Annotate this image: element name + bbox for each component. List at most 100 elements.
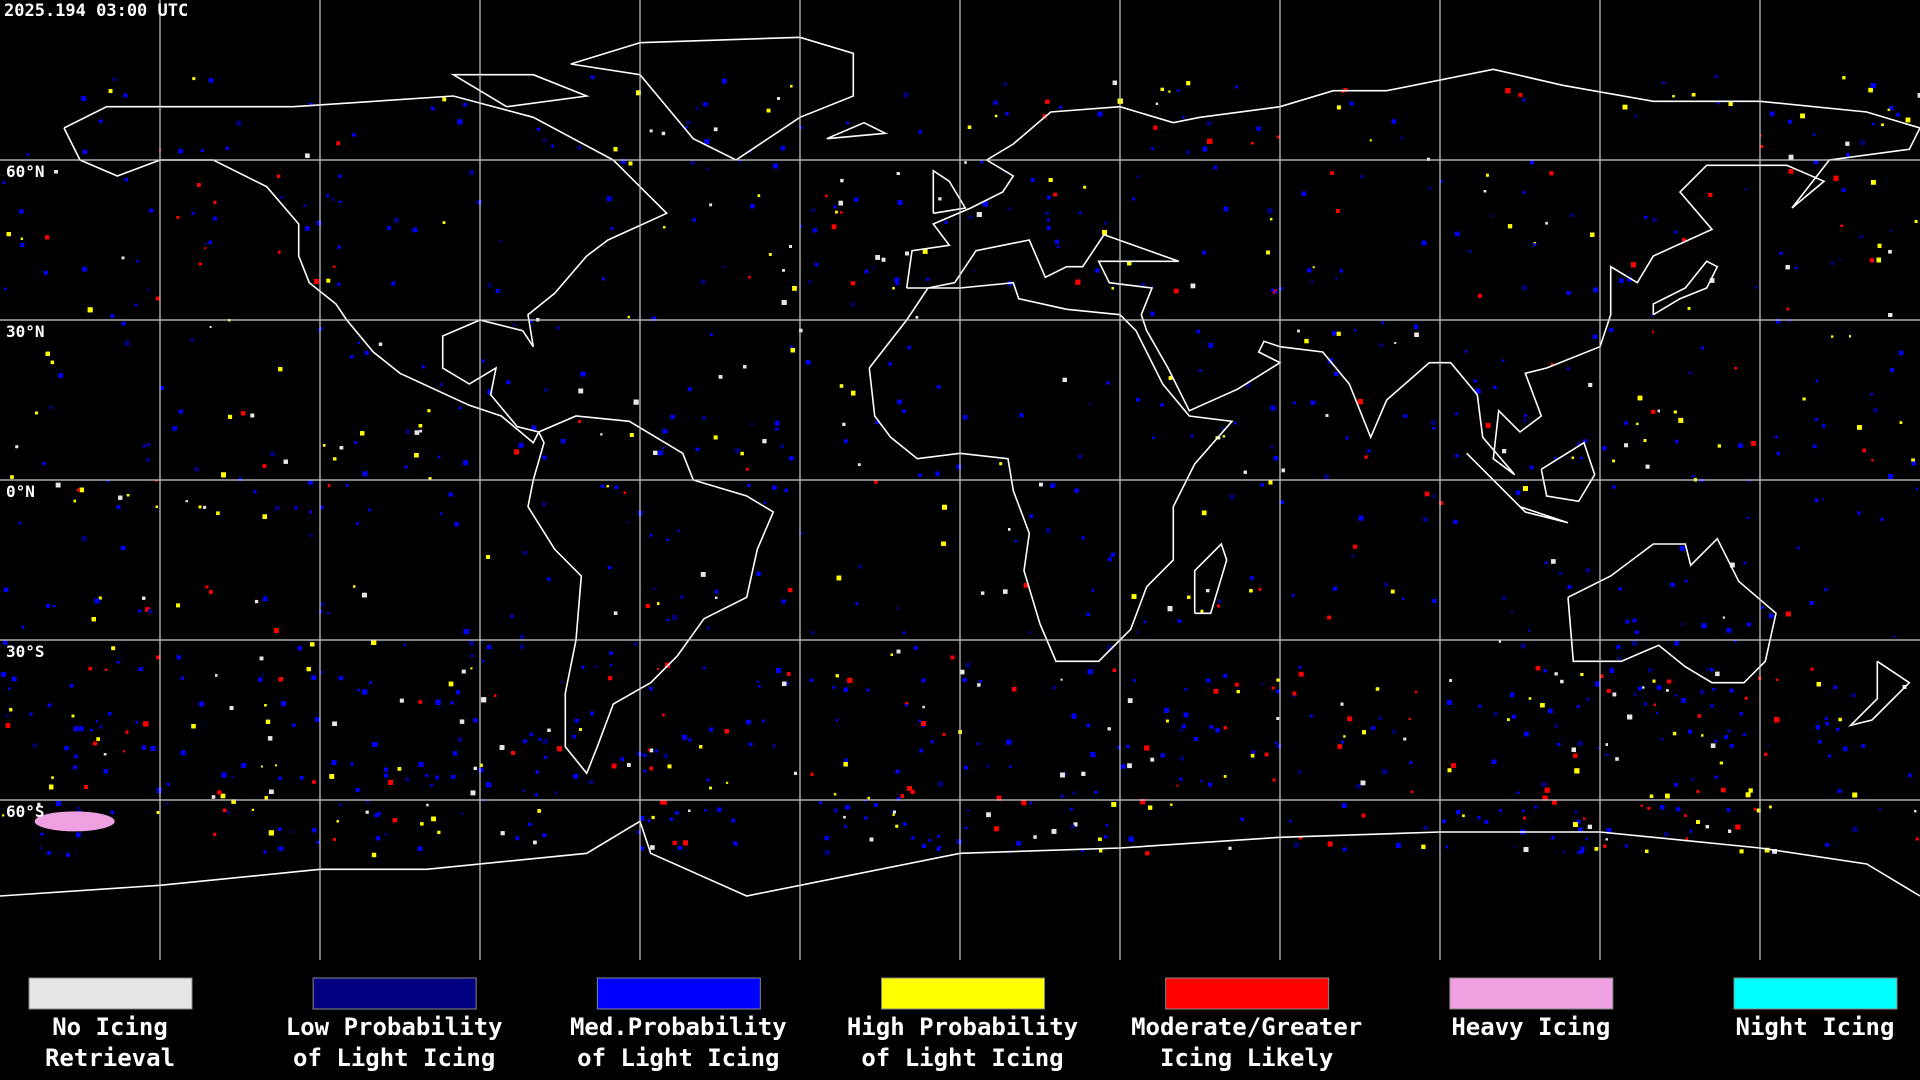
icing-pixel bbox=[867, 796, 870, 800]
icing-pixel bbox=[1612, 692, 1617, 697]
icing-pixel bbox=[846, 121, 849, 125]
icing-pixel bbox=[1359, 175, 1364, 179]
icing-pixel bbox=[1535, 666, 1541, 671]
icing-pixel bbox=[1421, 844, 1426, 849]
icing-pixel bbox=[274, 508, 277, 511]
icing-pixel bbox=[1310, 280, 1314, 283]
icing-pixel bbox=[1675, 694, 1678, 697]
icing-pixel bbox=[1890, 368, 1894, 372]
icing-pixel bbox=[613, 147, 618, 152]
icing-pixel bbox=[46, 604, 50, 608]
icing-pixel bbox=[1251, 142, 1254, 145]
icing-pixel bbox=[1645, 849, 1649, 853]
icing-pixel bbox=[231, 799, 236, 804]
icing-pixel bbox=[581, 665, 585, 669]
icing-pixel bbox=[1371, 726, 1376, 731]
icing-pixel bbox=[790, 84, 793, 88]
icing-pixel bbox=[666, 538, 669, 541]
icing-pixel bbox=[718, 375, 723, 379]
icing-pixel bbox=[306, 667, 311, 672]
icing-pixel bbox=[221, 772, 227, 778]
icing-pixel bbox=[1299, 836, 1303, 840]
icing-pixel bbox=[688, 738, 692, 742]
icing-pixel bbox=[1473, 379, 1477, 383]
icing-pixel bbox=[1715, 671, 1720, 677]
icing-pixel bbox=[1477, 816, 1481, 819]
icing-pixel bbox=[864, 799, 867, 802]
icing-pixel bbox=[1642, 686, 1645, 689]
icing-pixel bbox=[707, 626, 711, 630]
icing-pixel bbox=[523, 739, 527, 744]
icing-pixel bbox=[1743, 187, 1747, 191]
icing-pixel bbox=[1379, 343, 1384, 348]
icing-pixel bbox=[1432, 495, 1435, 498]
icing-pixel bbox=[427, 409, 431, 413]
icing-pixel bbox=[772, 485, 777, 490]
icing-pixel bbox=[16, 811, 19, 815]
icing-pixel bbox=[1333, 586, 1337, 591]
icing-pixel bbox=[1135, 631, 1139, 634]
icing-pixel bbox=[670, 414, 675, 419]
icing-pixel bbox=[1335, 277, 1338, 280]
icing-pixel bbox=[1717, 444, 1721, 448]
icing-pixel bbox=[897, 399, 902, 405]
icing-pixel bbox=[1682, 238, 1686, 242]
icing-pixel bbox=[1605, 753, 1609, 757]
icing-pixel bbox=[1609, 328, 1614, 332]
icing-pixel bbox=[1268, 480, 1273, 485]
icing-pixel bbox=[121, 321, 126, 326]
icing-pixel bbox=[329, 774, 335, 779]
icing-pixel bbox=[1150, 311, 1155, 316]
legend-label: Low Probability bbox=[286, 1013, 503, 1041]
icing-pixel bbox=[544, 388, 548, 392]
icing-pixel bbox=[577, 145, 581, 150]
icing-pixel bbox=[209, 590, 213, 594]
icing-pixel bbox=[982, 201, 988, 207]
icing-pixel bbox=[968, 215, 973, 219]
icing-pixel bbox=[1797, 546, 1800, 549]
icing-pixel bbox=[241, 411, 246, 416]
icing-pixel bbox=[824, 850, 830, 856]
icing-pixel bbox=[1914, 810, 1917, 813]
icing-pixel bbox=[418, 700, 423, 704]
icing-pixel bbox=[1768, 613, 1774, 619]
icing-pixel bbox=[1059, 106, 1062, 109]
icing-pixel bbox=[1105, 824, 1109, 827]
icing-pixel bbox=[1878, 808, 1882, 811]
icing-pixel bbox=[1337, 744, 1342, 749]
icing-pixel bbox=[1179, 756, 1184, 761]
icing-pixel bbox=[893, 810, 896, 814]
icing-pixel bbox=[556, 326, 560, 330]
icing-pixel bbox=[283, 459, 288, 464]
icing-pixel bbox=[835, 719, 838, 722]
icing-pixel bbox=[611, 763, 617, 769]
icing-pixel bbox=[915, 315, 919, 319]
icing-pixel bbox=[1825, 722, 1829, 726]
icing-pixel bbox=[607, 565, 612, 570]
icing-pixel bbox=[866, 688, 870, 692]
latitude-label: 60°N bbox=[6, 162, 45, 181]
icing-pixel bbox=[354, 441, 357, 444]
icing-pixel bbox=[551, 144, 554, 148]
icing-pixel bbox=[336, 820, 339, 823]
icing-pixel bbox=[149, 208, 154, 213]
icing-pixel bbox=[966, 663, 971, 668]
icing-pixel bbox=[1892, 635, 1896, 638]
icing-pixel bbox=[972, 270, 975, 273]
icing-pixel bbox=[278, 776, 282, 780]
icing-pixel bbox=[356, 522, 359, 525]
icing-pixel bbox=[290, 830, 293, 833]
icing-pixel bbox=[15, 445, 19, 449]
icing-pixel bbox=[345, 484, 349, 487]
icing-pixel bbox=[1728, 829, 1732, 833]
icing-pixel bbox=[1382, 769, 1388, 774]
icing-pixel bbox=[1652, 330, 1654, 333]
icing-pixel bbox=[1756, 808, 1761, 813]
icing-pixel bbox=[1640, 804, 1643, 807]
icing-pixel bbox=[135, 721, 138, 724]
legend-swatch bbox=[596, 977, 761, 1010]
icing-pixel bbox=[217, 790, 222, 795]
icing-pixel bbox=[1073, 822, 1078, 827]
icing-pixel bbox=[700, 572, 706, 577]
icing-pixel bbox=[264, 704, 267, 707]
